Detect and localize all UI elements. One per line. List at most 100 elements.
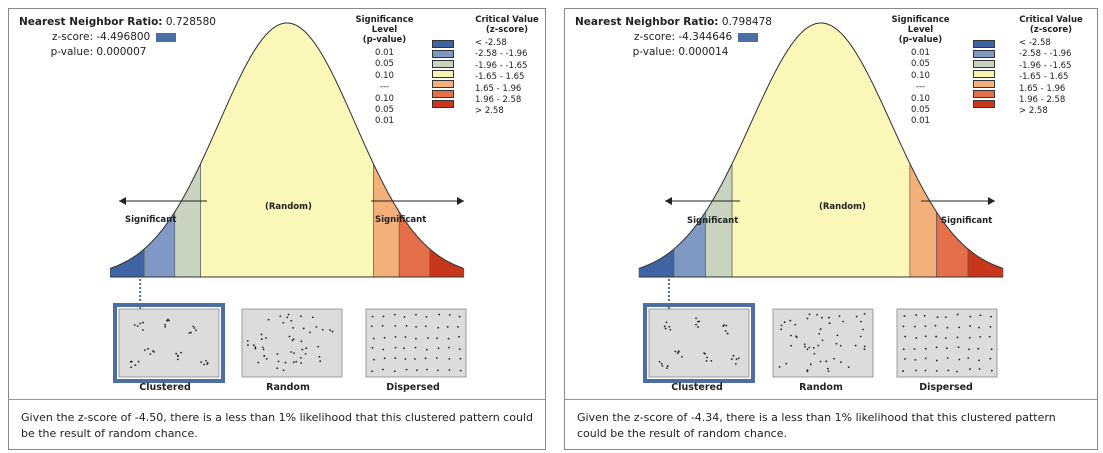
significant-right-label: Significant — [941, 216, 993, 226]
pattern-point — [262, 348, 265, 351]
pattern-point — [723, 324, 726, 326]
pattern-point — [371, 370, 374, 373]
pattern-point — [459, 369, 462, 372]
pattern-point — [168, 319, 170, 322]
pattern-point — [415, 337, 417, 340]
pattern-point — [978, 368, 981, 370]
pattern-point — [459, 357, 462, 360]
legend-swatch — [973, 90, 995, 98]
pattern-point — [282, 369, 285, 372]
pattern-point — [710, 360, 713, 362]
pattern-point — [263, 355, 266, 357]
pattern-point — [166, 319, 168, 322]
pattern-point — [915, 314, 918, 316]
pattern-point — [458, 315, 461, 318]
pattern-point — [321, 328, 324, 331]
pattern-point — [783, 321, 786, 324]
nn-ratio-label: Nearest Neighbor Ratio: — [19, 16, 163, 28]
pattern-point — [706, 356, 708, 359]
pattern-point — [176, 358, 179, 361]
pattern-label-clustered: Clustered — [671, 382, 723, 393]
report-panel-left: Nearest Neighbor Ratio: 0.728580 z-score… — [8, 8, 546, 450]
pattern-point — [267, 318, 270, 321]
pattern-point — [902, 370, 904, 372]
pattern-point — [989, 325, 992, 328]
pattern-point — [436, 337, 438, 339]
pattern-point — [134, 364, 137, 367]
legend-swatches — [973, 38, 995, 109]
pattern-point — [863, 345, 866, 348]
pattern-point — [978, 359, 980, 362]
clustered-pattern-box — [113, 303, 225, 383]
pattern-point — [260, 333, 263, 336]
pattern-point — [370, 325, 373, 328]
pattern-background — [772, 308, 874, 378]
pattern-point — [935, 346, 938, 349]
pattern-point — [371, 346, 374, 349]
pattern-point — [300, 315, 302, 318]
pattern-point — [818, 332, 821, 335]
report-panel-right: Nearest Neighbor Ratio: 0.798478 z-score… — [564, 8, 1098, 450]
pattern-point — [305, 347, 308, 350]
p-value-label: p-value: — [50, 46, 93, 58]
legend-swatch — [432, 70, 454, 78]
pattern-point — [203, 363, 205, 366]
pattern-point — [946, 326, 949, 329]
pattern-point — [968, 348, 971, 351]
pattern-point — [149, 353, 152, 356]
sig-level-value: 0.05 — [375, 105, 394, 116]
z-score-label: z-score: — [51, 31, 93, 43]
legend-swatch — [973, 50, 995, 58]
pattern-point — [302, 327, 305, 330]
critical-value: < -2.58 — [475, 38, 507, 48]
pattern-point — [403, 347, 405, 350]
pattern-point — [808, 346, 811, 349]
pattern-point — [292, 338, 295, 341]
critical-value-column: Critical Value (z-score) < -2.58 -2.58 - -… — [1011, 15, 1091, 118]
pattern-point — [257, 361, 260, 364]
critical-value: 1.65 - 1.96 — [475, 83, 522, 94]
p-value-label: p-value: — [632, 46, 675, 58]
pattern-point — [969, 315, 972, 318]
selected-pattern-highlight — [643, 303, 755, 383]
nn-ratio-value: 0.728580 — [165, 16, 216, 28]
pattern-point — [292, 327, 294, 329]
pattern-point — [660, 362, 663, 365]
pattern-point — [141, 329, 144, 331]
pattern-point — [284, 361, 287, 364]
pattern-point — [180, 351, 182, 354]
pattern-point — [414, 346, 417, 349]
pattern-point — [703, 352, 706, 355]
pattern-point — [438, 313, 441, 316]
pattern-point — [979, 314, 982, 317]
pattern-point — [821, 316, 823, 319]
pattern-point — [944, 316, 947, 319]
pattern-point — [329, 329, 332, 332]
statistics-summary: Nearest Neighbor Ratio: 0.728580 z-score… — [19, 15, 216, 60]
pattern-point — [944, 337, 947, 339]
dispersed-pattern-box — [896, 308, 998, 378]
pattern-point — [664, 327, 667, 330]
pattern-point — [726, 332, 729, 335]
pattern-point — [277, 360, 280, 363]
pattern-label-random: Random — [266, 382, 310, 393]
critical-value-column: Critical Value (z-score) < -2.58 -2.58 - -… — [467, 15, 547, 118]
pattern-point — [666, 367, 668, 370]
random-pattern-box — [772, 308, 874, 378]
pattern-point — [903, 315, 906, 317]
pattern-point — [705, 360, 708, 362]
pattern-point — [828, 322, 831, 324]
pattern-point — [276, 353, 279, 355]
pattern-point — [293, 352, 295, 355]
pattern-point — [816, 313, 818, 316]
arrow-left-head — [665, 197, 672, 205]
pattern-point — [902, 325, 905, 328]
z-score-marker — [738, 32, 759, 42]
pattern-point — [902, 348, 905, 351]
pattern-point — [261, 346, 264, 349]
pattern-point — [924, 347, 927, 350]
pattern-point — [413, 358, 416, 360]
pattern-point — [254, 346, 257, 349]
pattern-point — [189, 331, 192, 334]
pattern-point — [827, 370, 830, 373]
